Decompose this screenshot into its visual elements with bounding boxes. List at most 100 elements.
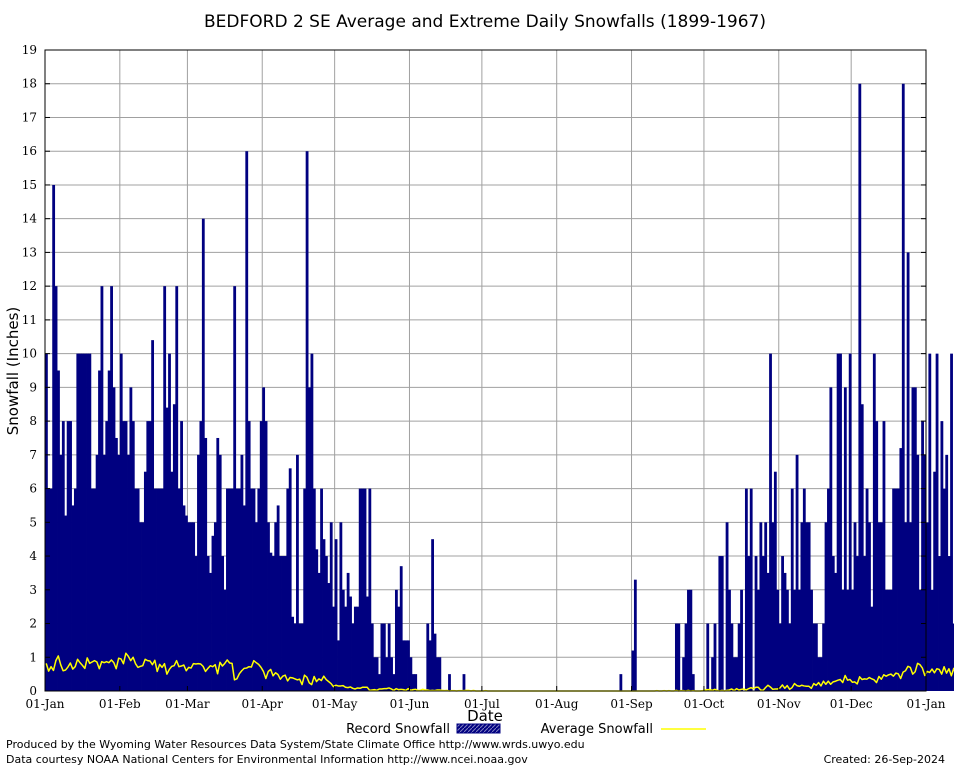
y-tick-label: 3 (29, 583, 37, 597)
record-snowfall-bar (928, 353, 932, 691)
record-snowfall-bar (853, 522, 857, 691)
record-snowfall-bar (761, 556, 765, 691)
record-snowfall-bar (394, 589, 398, 691)
record-snowfall-bar (952, 623, 954, 691)
record-snowfall-bar (836, 353, 840, 691)
record-snowfall-bar (141, 522, 145, 691)
record-snowfall-bar (798, 589, 801, 691)
x-tick-label: 01-Apr (242, 697, 284, 711)
record-snowfall-bar (892, 488, 896, 691)
record-snowfall-bar (233, 286, 237, 691)
record-snowfall-bar (843, 387, 847, 691)
record-snowfall-bar (127, 454, 130, 691)
record-snowfall-bar (711, 657, 714, 691)
record-snowfall-bar (901, 83, 905, 692)
record-snowfall-bar (392, 674, 396, 691)
record-snowfall-bar (684, 623, 688, 691)
record-snowfall-bar (718, 556, 722, 691)
record-snowfall-bar (71, 505, 75, 691)
record-snowfall-bar (368, 488, 372, 691)
record-snowfall-bar (240, 454, 244, 691)
record-snowfall-bar (740, 589, 743, 691)
y-tick-label: 15 (22, 178, 37, 192)
record-snowfall-bar (877, 522, 881, 691)
record-snowfall-bar (274, 522, 278, 691)
record-snowfall-bar (938, 556, 941, 691)
grid (45, 50, 926, 691)
record-snowfall-bar (619, 674, 623, 691)
record-snowfall-bar (317, 572, 321, 691)
record-snowfall-bar (189, 522, 193, 691)
x-axis-label: Date (467, 707, 503, 725)
record-snowfall-bar (759, 522, 763, 691)
record-snowfall-bar (98, 370, 101, 691)
record-snowfall-bar (213, 522, 217, 691)
record-snowfall-bar (199, 421, 203, 691)
record-snowfall-bar (49, 488, 53, 691)
record-snowfall-bar (156, 488, 159, 691)
record-snowfall-bar (691, 674, 695, 691)
record-snowfall-bar (749, 488, 753, 691)
record-snowfall-bar (863, 556, 867, 691)
record-snowfall-bar (411, 674, 415, 691)
record-snowfall-bar (399, 566, 403, 691)
record-snowfall-bar (257, 488, 261, 691)
record-snowfall-bar (909, 522, 912, 691)
record-snowfall-bar (192, 522, 196, 691)
record-snowfall-bar (211, 535, 215, 691)
record-snowfall-bar (380, 623, 384, 691)
record-snowfall-bar (783, 572, 787, 691)
y-tick-label: 16 (22, 144, 37, 158)
record-snowfall-bar (773, 471, 777, 691)
x-tick-label: 01-Aug (535, 697, 579, 711)
record-snowfall-bar (228, 488, 232, 691)
record-snowfall-bar (168, 353, 171, 691)
plot-frame (44, 49, 927, 692)
record-snowfall-bar (216, 437, 220, 691)
record-snowfall-bar (259, 421, 263, 691)
record-snowfall-bars (45, 83, 954, 692)
record-snowfall-bar (778, 623, 782, 691)
y-tick-label: 13 (22, 245, 37, 259)
record-snowfall-bar (66, 421, 70, 691)
record-snowfall-bar (382, 623, 386, 691)
y-tick-label: 4 (29, 549, 37, 563)
record-snowfall-bar (781, 556, 784, 691)
footer-credit-producer: Produced by the Wyoming Water Resources … (6, 738, 585, 751)
record-snowfall-bar (242, 505, 246, 691)
y-tick-label: 6 (29, 482, 37, 496)
record-snowfall-bar (180, 421, 183, 691)
record-snowfall-bar (822, 623, 826, 691)
record-snowfall-bar (59, 454, 63, 691)
record-snowfall-bar (163, 286, 167, 691)
record-snowfall-bar (913, 387, 917, 691)
record-snowfall-bar (107, 370, 111, 691)
record-snowfall-bar (706, 623, 710, 691)
record-snowfall-bar (112, 387, 116, 691)
record-snowfall-bar (378, 674, 381, 691)
record-snowfall-bar (322, 539, 326, 691)
record-snowfall-bar (139, 522, 142, 691)
record-snowfall-bar (353, 606, 357, 691)
record-snowfall-bar (363, 488, 367, 691)
record-snowfall-bar (184, 515, 188, 691)
record-snowfall-bar (682, 657, 686, 691)
record-snowfall-bar (930, 589, 934, 691)
record-snowfall-bar (119, 353, 123, 691)
record-snowfall-bar (817, 657, 821, 691)
x-tick-label: 01-Oct (684, 697, 725, 711)
record-snowfall-bar (846, 589, 850, 691)
record-snowfall-bar (160, 488, 164, 691)
record-snowfall-bar (226, 488, 229, 691)
record-snowfall-bar (947, 556, 951, 691)
record-snowfall-bar (631, 650, 635, 691)
record-snowfall-bar (674, 623, 678, 691)
legend: Record Snowfall Average Snowfall (346, 722, 706, 737)
x-tick-label: 01-Dec (830, 697, 873, 711)
record-snowfall-bar (916, 454, 920, 691)
record-snowfall-bar (795, 454, 799, 691)
record-snowfall-bar (143, 471, 147, 691)
record-snowfall-bar (923, 454, 927, 691)
record-snowfall-bar (800, 522, 804, 691)
